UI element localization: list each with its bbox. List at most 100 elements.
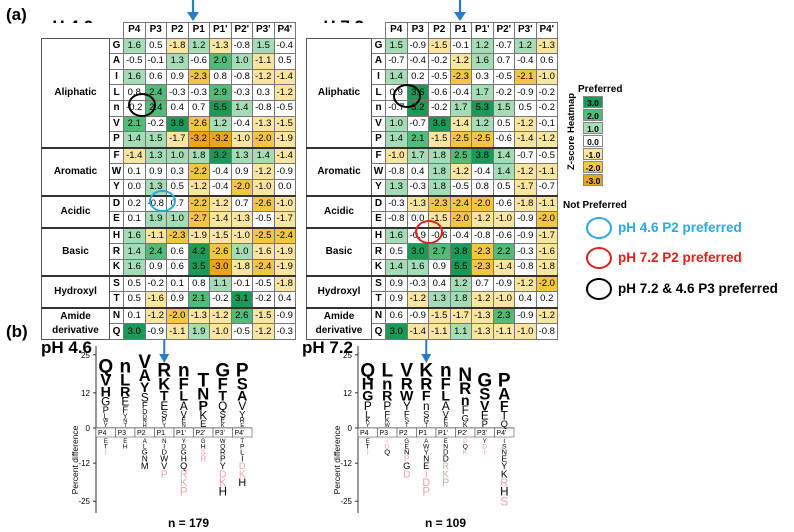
sequence-logo-ph46: 25 12 0 -12 -25 Percent difference P4 P3 P2 P1 P1'… — [70, 340, 253, 513]
heatmap-row: Hydroxyl S 0.5 -0.2 0.1 0.8 1.1 -0.1 -0.5 -1.8 — [41, 274, 296, 309]
column-header: P1 — [187, 22, 210, 39]
logo-letter: n — [461, 393, 470, 409]
logo-letter: P — [482, 418, 488, 429]
logo-letter: H — [219, 486, 227, 499]
heatmap-cell: 0.6 — [144, 68, 167, 86]
group-label: Aromatic — [41, 146, 110, 197]
position-label: P4' — [497, 430, 507, 437]
heatmap-cell: 3.0 — [406, 243, 429, 260]
y-tick-label: -25 — [78, 497, 90, 506]
column-header: P3 — [406, 22, 429, 39]
group-label: Acidic — [41, 194, 110, 229]
key-circle-red-icon — [586, 247, 612, 269]
key-label-ph46-p2: pH 4.6 P2 preferred — [618, 220, 742, 235]
heatmap-cell: -0.8 — [471, 226, 494, 245]
logo-letter: D — [443, 448, 449, 457]
heatmap-cell: -1.4 — [406, 323, 429, 340]
heatmap-cell: -0.3 — [514, 243, 537, 260]
logo-letter: R — [442, 461, 449, 471]
column-header: P1' — [471, 22, 494, 39]
logo-letter: G — [362, 389, 373, 405]
residue-label: n — [109, 99, 124, 117]
heatmap-cell: 3.6 — [428, 115, 451, 133]
logo-letter: H — [181, 454, 187, 464]
logo-letter: T — [501, 409, 508, 423]
logo-letter: D — [385, 443, 390, 450]
heatmap-cell: 5.5 — [449, 258, 472, 277]
logo-letter: R — [220, 448, 226, 457]
heatmap-cell: 1.0 — [166, 211, 189, 229]
heatmap-cell: -0.5 — [449, 178, 472, 197]
heatmap-cell: -0.3 — [230, 84, 253, 101]
logo-letter: Y — [366, 423, 370, 429]
heatmap-cell: 1.3 — [428, 291, 451, 309]
heatmap-row: T 0.9 -1.2 1.3 1.8 -1.2 -1.0 0.4 0.2 — [307, 291, 558, 309]
heatmap-cell: 0.1 — [123, 211, 146, 229]
y-tick-label: 0 — [86, 424, 91, 433]
heatmap-cell: -0.1 — [144, 53, 167, 70]
logo-letter: E — [443, 418, 448, 425]
heatmap-cell: 0.5 — [492, 178, 515, 197]
heatmap-cell: -1.3 — [230, 211, 253, 229]
logo-letter: N — [162, 439, 166, 445]
logo-letter: K — [158, 375, 170, 394]
heatmap-cell: 0.8 — [471, 178, 494, 197]
heatmap-row: n -0.7 3.2 -0.2 1.7 5.3 1.5 0.5 -0.2 — [307, 99, 558, 117]
heatmap-cell: -1.1 — [428, 323, 451, 340]
heatmap-cell: 1.9 — [187, 323, 210, 340]
logo-letter: E — [444, 439, 448, 445]
residue-label: Q — [371, 323, 386, 340]
logo-letter: G — [215, 361, 230, 382]
heatmap-cell: 1.3 — [385, 178, 408, 197]
logo-letter: W — [423, 443, 430, 450]
logo-letter: N — [458, 365, 472, 386]
logo-letter: E — [404, 443, 409, 450]
heatmap-cell: -2.5 — [252, 226, 275, 245]
logo-letter: K — [385, 418, 390, 425]
logo-letter: P — [422, 486, 430, 499]
heatmap-cell: -0.3 — [385, 194, 408, 213]
logo-letter: N — [182, 423, 186, 429]
logo-letter: K — [221, 423, 225, 429]
heatmap-cell: -0.2 — [144, 115, 167, 133]
heatmap-row: Hydroxyl S 0.9 -0.3 0.4 1.2 0.7 -0.9 -1.2 -2.0 — [306, 274, 558, 309]
logo-letter: Y — [501, 461, 507, 471]
heatmap-cell: -0.5 — [252, 211, 275, 229]
heatmap-cell: 2.6 — [230, 306, 253, 325]
heatmap-cell: 3.8 — [471, 146, 494, 165]
heatmap-cell: 1.0 — [166, 146, 189, 165]
heatmap-cell: 0.5 — [492, 115, 515, 133]
heatmap-cell: 2.1 — [123, 115, 146, 133]
position-label: P1' — [438, 430, 448, 437]
residue-label: N — [109, 306, 124, 325]
heatmap-cell: 1.9 — [144, 211, 167, 229]
heatmap-cell: -1.1 — [492, 323, 515, 340]
group-label: Basic — [41, 226, 110, 276]
heatmap-cell: -1.3 — [187, 306, 210, 325]
position-box — [494, 427, 515, 438]
heatmap-cell: -1.8 — [535, 258, 558, 277]
logo-letter: W — [385, 423, 391, 429]
logo-letter: A — [237, 389, 247, 405]
heatmap-cell: -0.9 — [514, 306, 537, 325]
heatmap-cell: 1.4 — [230, 99, 253, 117]
heatmap-cell: 1.4 — [123, 131, 146, 149]
logo-letter: Q — [218, 399, 227, 413]
heatmap-cell: 1.7 — [449, 99, 472, 117]
logo-letter: A — [424, 439, 428, 445]
heatmap-cell: -1.5 — [273, 115, 296, 133]
heatmap-cell: -1.8 — [166, 37, 189, 55]
heatmap-cell: 0.9 — [230, 163, 253, 180]
heatmap-cell: -0.8 — [252, 99, 275, 117]
colorbar-bottom-label: Not Preferred — [563, 200, 627, 211]
heatmap-cell: 2.2 — [492, 243, 515, 260]
residue-label: Y — [371, 178, 386, 197]
logo-letter: G — [142, 448, 148, 457]
heatmap-cell: -0.7 — [492, 37, 515, 55]
colorbar-swatch: -2.0 — [583, 161, 603, 173]
heatmap-cell: -1.0 — [273, 194, 296, 213]
heatmap-cell: -0.2 — [492, 84, 515, 101]
logo-letter: I — [503, 439, 505, 445]
logo-letter: Q — [384, 448, 390, 457]
residue-label: V — [371, 115, 386, 133]
